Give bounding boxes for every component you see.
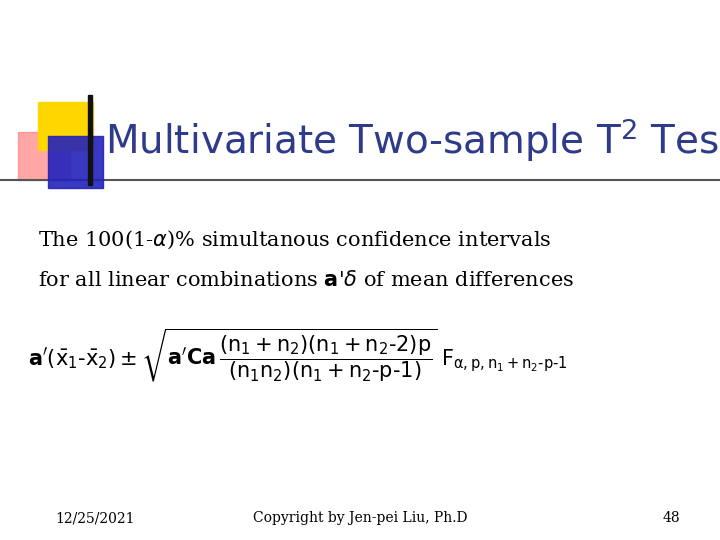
- FancyBboxPatch shape: [18, 132, 70, 180]
- Text: for all linear combinations $\mathbf{a}$'$\delta$ of mean differences: for all linear combinations $\mathbf{a}$…: [38, 270, 574, 290]
- Text: 12/25/2021: 12/25/2021: [55, 511, 135, 525]
- Text: $\mathrm{\mathbf{a}'(\bar{x}_1\text{-}\bar{x}_2) \pm \sqrt{\mathbf{a}'\mathbf{C}: $\mathrm{\mathbf{a}'(\bar{x}_1\text{-}\b…: [28, 326, 567, 384]
- Text: The 100(1-$\alpha$)% simultanous confidence intervals: The 100(1-$\alpha$)% simultanous confide…: [38, 229, 552, 251]
- Text: Multivariate Two-sample T$^2$ Test: Multivariate Two-sample T$^2$ Test: [105, 116, 720, 164]
- Text: 48: 48: [662, 511, 680, 525]
- FancyBboxPatch shape: [48, 136, 103, 188]
- FancyBboxPatch shape: [38, 102, 93, 150]
- FancyBboxPatch shape: [88, 95, 92, 185]
- Text: Copyright by Jen-pei Liu, Ph.D: Copyright by Jen-pei Liu, Ph.D: [253, 511, 467, 525]
